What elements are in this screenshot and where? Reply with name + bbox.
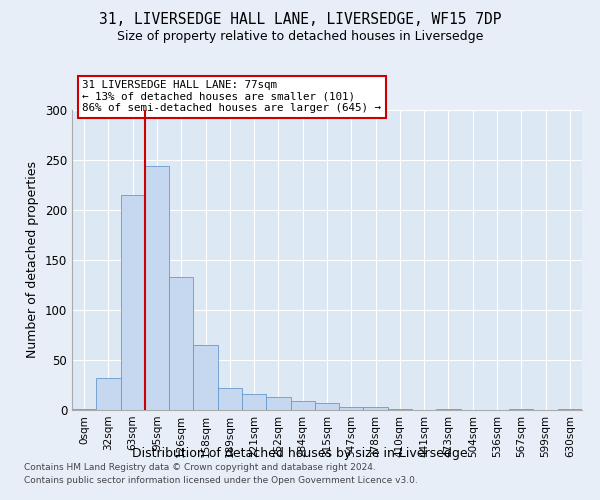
Bar xyxy=(218,388,242,410)
Bar xyxy=(315,403,339,410)
Text: Contains public sector information licensed under the Open Government Licence v3: Contains public sector information licen… xyxy=(24,476,418,485)
Bar xyxy=(558,409,582,410)
Bar xyxy=(242,394,266,410)
Bar xyxy=(145,166,169,410)
Text: Size of property relative to detached houses in Liversedge: Size of property relative to detached ho… xyxy=(117,30,483,43)
Bar xyxy=(96,378,121,410)
Bar xyxy=(509,409,533,410)
Y-axis label: Number of detached properties: Number of detached properties xyxy=(26,162,40,358)
Text: Contains HM Land Registry data © Crown copyright and database right 2024.: Contains HM Land Registry data © Crown c… xyxy=(24,464,376,472)
Bar xyxy=(290,401,315,410)
Text: 31, LIVERSEDGE HALL LANE, LIVERSEDGE, WF15 7DP: 31, LIVERSEDGE HALL LANE, LIVERSEDGE, WF… xyxy=(99,12,501,28)
Text: Distribution of detached houses by size in Liversedge: Distribution of detached houses by size … xyxy=(132,448,468,460)
Bar xyxy=(266,397,290,410)
Bar xyxy=(339,407,364,410)
Bar xyxy=(72,409,96,410)
Text: 31 LIVERSEDGE HALL LANE: 77sqm
← 13% of detached houses are smaller (101)
86% of: 31 LIVERSEDGE HALL LANE: 77sqm ← 13% of … xyxy=(82,80,381,113)
Bar xyxy=(193,345,218,410)
Bar xyxy=(364,407,388,410)
Bar xyxy=(121,195,145,410)
Bar xyxy=(436,409,461,410)
Bar xyxy=(169,277,193,410)
Bar xyxy=(388,409,412,410)
